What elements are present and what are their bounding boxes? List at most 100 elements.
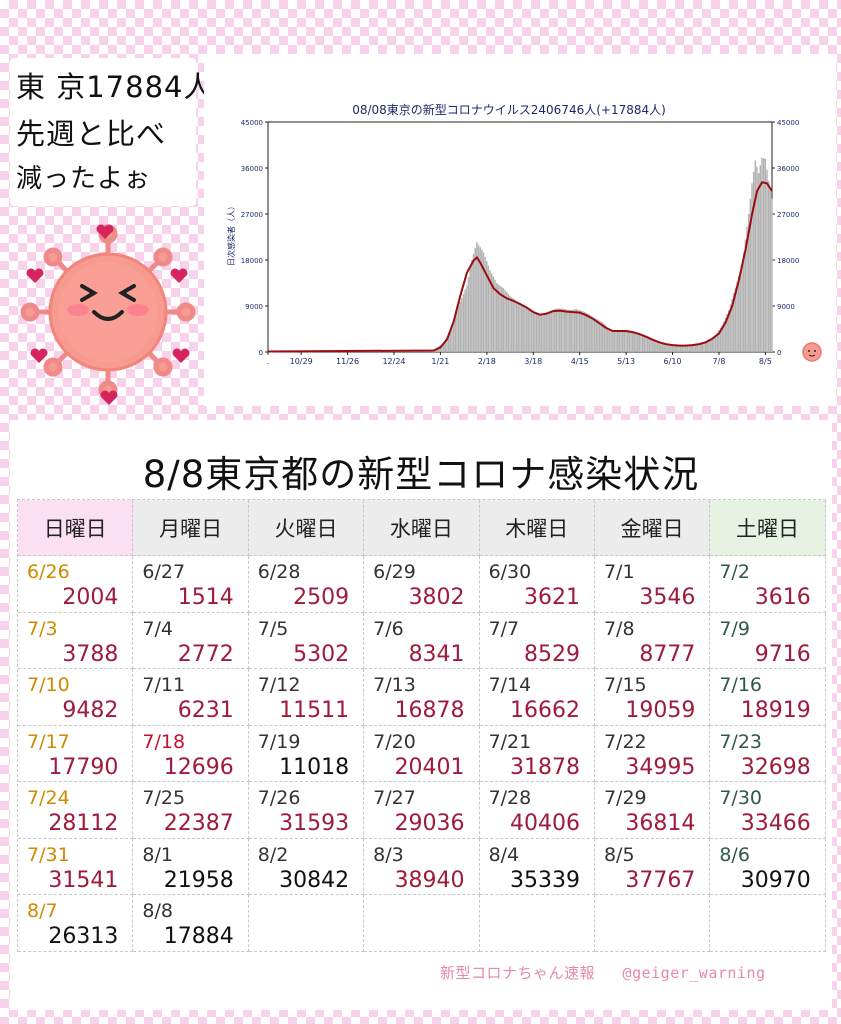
daily-bar [558, 308, 561, 352]
daily-bar [477, 244, 480, 352]
daily-bar [535, 313, 538, 352]
daily-bar [694, 344, 697, 352]
y-tick-label: 36000 [241, 165, 263, 173]
case-count: 28112 [48, 811, 119, 836]
daily-bar [583, 312, 586, 352]
daily-bar [676, 344, 679, 352]
daily-bar [530, 310, 533, 352]
daily-bar [756, 166, 758, 352]
day-cell: 7/24 28112 [18, 782, 134, 839]
date-label: 7/9 [719, 617, 750, 640]
day-cell: 7/18 12696 [133, 725, 249, 782]
date-label: 8/5 [603, 843, 635, 866]
date-label: 7/29 [603, 787, 647, 809]
daily-bar [645, 336, 647, 352]
daily-bar [557, 308, 559, 352]
x-tick-label: . [267, 357, 270, 366]
daily-bar [686, 344, 689, 352]
daily-bar [641, 335, 644, 352]
date-label: 7/27 [373, 787, 416, 809]
day-cell: 7/28 40406 [479, 782, 595, 839]
header-cell: 日曜日 [18, 500, 134, 556]
case-count: 38940 [394, 867, 465, 893]
daily-bar [648, 338, 650, 352]
date-label: 8/2 [257, 843, 289, 866]
case-count: 11018 [279, 754, 350, 780]
daily-bar [467, 277, 470, 352]
daily-bar [582, 311, 584, 352]
daily-bar [512, 298, 515, 352]
daily-bar [751, 183, 753, 352]
daily-bar [482, 252, 485, 352]
daily-bar [621, 330, 624, 352]
daily-bar [515, 300, 518, 352]
header-cell: 水曜日 [364, 500, 480, 556]
day-cell: 7/22 34995 [594, 725, 711, 782]
daily-bar [699, 343, 702, 352]
daily-bar [771, 198, 773, 352]
daily-bar [603, 324, 606, 352]
date-label: 7/15 [603, 674, 647, 696]
daily-bar [628, 330, 631, 352]
daily-bar [439, 345, 442, 352]
y-tick-label: 36000 [777, 165, 799, 173]
daily-bar [520, 304, 523, 352]
daily-bar [679, 344, 682, 352]
case-count: 22387 [163, 811, 234, 836]
daily-bar [719, 327, 722, 352]
case-count: 8529 [523, 641, 580, 667]
day-cell: 8/1 21958 [133, 838, 249, 895]
daily-bar [484, 256, 486, 352]
daily-bar [588, 314, 591, 352]
case-count: 17884 [163, 924, 234, 949]
daily-bar [585, 312, 587, 352]
day-cell: 7/12 11511 [248, 669, 365, 726]
daily-bar [490, 273, 493, 352]
date-label: 8/3 [373, 843, 404, 866]
table-title: 8/8東京都の新型コロナ感染状況 [142, 453, 700, 496]
daily-bar [623, 330, 626, 352]
daily-bar [444, 339, 447, 352]
average-line [267, 181, 773, 353]
date-label: 7/28 [488, 787, 532, 809]
daily-bar [724, 317, 727, 352]
date-label: 8/7 [27, 900, 58, 922]
date-label: 7/18 [142, 730, 186, 753]
day-cell: 7/29 36814 [594, 782, 711, 839]
daily-bar [744, 239, 747, 352]
day-cell: 7/1 3546 [594, 556, 711, 613]
case-count: 5302 [293, 641, 350, 667]
case-count: 1514 [177, 585, 234, 610]
date-label: 7/20 [373, 730, 416, 753]
daily-bar [544, 313, 546, 352]
day-cell: 7/31 31541 [18, 838, 134, 895]
daily-bar [507, 293, 510, 352]
date-label: 6/28 [257, 561, 301, 583]
day-cell: 7/15 19059 [594, 669, 711, 726]
daily-bar [752, 171, 755, 352]
daily-bar [764, 158, 767, 352]
case-count: 26313 [48, 924, 119, 949]
daily-bar [741, 265, 743, 352]
daily-bar [688, 344, 690, 352]
day-cell [479, 895, 595, 952]
daily-bar [757, 173, 760, 352]
daily-bar [567, 309, 569, 352]
daily-bar [572, 309, 574, 352]
daily-bar [553, 309, 556, 352]
footer-handle: @geiger_warning [622, 964, 766, 982]
case-count: 8777 [639, 641, 696, 667]
daily-bar [726, 313, 728, 352]
daily-bar [587, 313, 589, 352]
date-label: 7/31 [27, 843, 70, 866]
date-label: 7/11 [142, 674, 186, 696]
daily-bar [495, 283, 498, 352]
daily-bar [524, 307, 526, 352]
heart-icon [30, 348, 48, 363]
daily-bar [630, 331, 632, 352]
daily-bar [481, 249, 483, 352]
case-table-panel: 8/8東京都の新型コロナ感染状況 日曜日 月曜日 火曜日 水曜日 木曜日 金曜日 土曜日 6/… [10, 420, 832, 1010]
date-label: 7/7 [488, 617, 520, 640]
case-count: 32698 [740, 754, 811, 780]
daily-bar [602, 322, 604, 352]
